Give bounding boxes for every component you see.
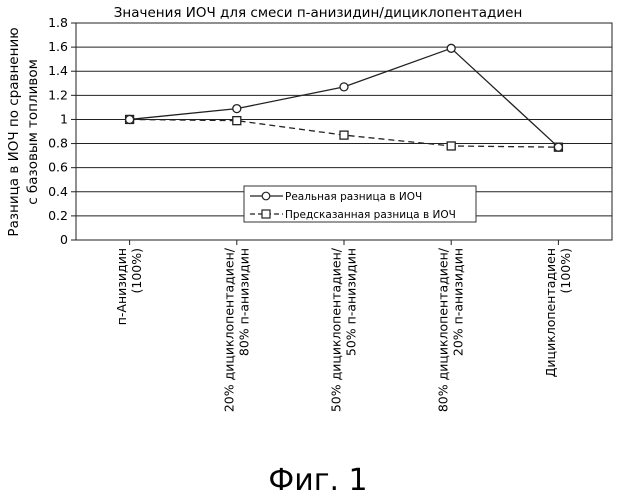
x-category-label-line: п-Анизидин (114, 248, 129, 325)
x-category-label-line: 50% дициклопентадиен/ (329, 247, 344, 412)
x-category-label: 50% дициклопентадиен/50% п-анизидин (329, 247, 359, 412)
x-category-label: Дициклопентадиен(100%) (543, 248, 573, 377)
y-tick-label: 1.4 (48, 63, 68, 78)
x-category-label-line: (100%) (129, 248, 144, 294)
y-axis-label: Разница в ИОЧ по сравнению с базовым топ… (6, 27, 41, 236)
x-category-label-line: Дициклопентадиен (543, 248, 558, 377)
y-tick-label: 0.2 (48, 208, 68, 223)
data-point-predicted (340, 131, 348, 139)
data-point-real (233, 105, 241, 113)
y-tick-label: 1 (60, 111, 68, 126)
data-point-real (447, 44, 455, 52)
x-category-label: 80% дициклопентадиен/20% п-анизидин (436, 247, 466, 412)
x-category-label-line: 80% п-анизидин (236, 248, 251, 356)
y-axis-label-line-1: Разница в ИОЧ по сравнению (6, 27, 22, 236)
chart-title: Значения ИОЧ для смеси п-анизидин/дицикл… (114, 5, 523, 21)
x-category-label-line: 20% дициклопентадиен/ (221, 247, 236, 412)
y-tick-label: 0.8 (48, 136, 68, 151)
legend-circle-marker (262, 192, 270, 200)
figure-caption: Фиг. 1 (268, 463, 367, 498)
y-tick-label: 0.6 (48, 160, 68, 175)
x-category-label: 20% дициклопентадиен/80% п-анизидин (221, 247, 251, 412)
x-category-label: п-Анизидин(100%) (114, 248, 144, 325)
data-point-predicted (233, 117, 241, 125)
series-layer (126, 44, 563, 151)
legend-square-marker (262, 210, 270, 218)
y-tick-label: 1.8 (48, 15, 68, 30)
legend-label-predicted: Предсказанная разница в ИОЧ (285, 209, 456, 221)
x-axis-categories: п-Анизидин(100%)20% дициклопентадиен/80%… (114, 240, 573, 412)
x-category-label-line: 20% п-анизидин (451, 248, 466, 356)
y-axis-label-line-2: с базовым топливом (25, 59, 41, 205)
y-tick-label: 1.2 (48, 87, 68, 102)
data-point-real (554, 143, 562, 151)
data-point-real (126, 115, 134, 123)
x-category-label-line: 80% дициклопентадиен/ (436, 247, 451, 412)
y-axis-ticks: 0 0.2 0.4 0.6 0.8 1 1.2 1.4 1.6 1.8 (48, 15, 68, 247)
x-category-label-line: (100%) (558, 248, 573, 294)
legend-label-real: Реальная разница в ИОЧ (285, 191, 422, 203)
y-tick-label: 0.4 (48, 184, 68, 199)
data-point-real (340, 83, 348, 91)
y-tick-label: 1.6 (48, 39, 68, 54)
data-point-predicted (447, 142, 455, 150)
y-tick-label: 0 (60, 232, 68, 247)
x-category-label-line: 50% п-анизидин (344, 248, 359, 356)
legend: Реальная разница в ИОЧ Предсказанная раз… (244, 186, 476, 222)
